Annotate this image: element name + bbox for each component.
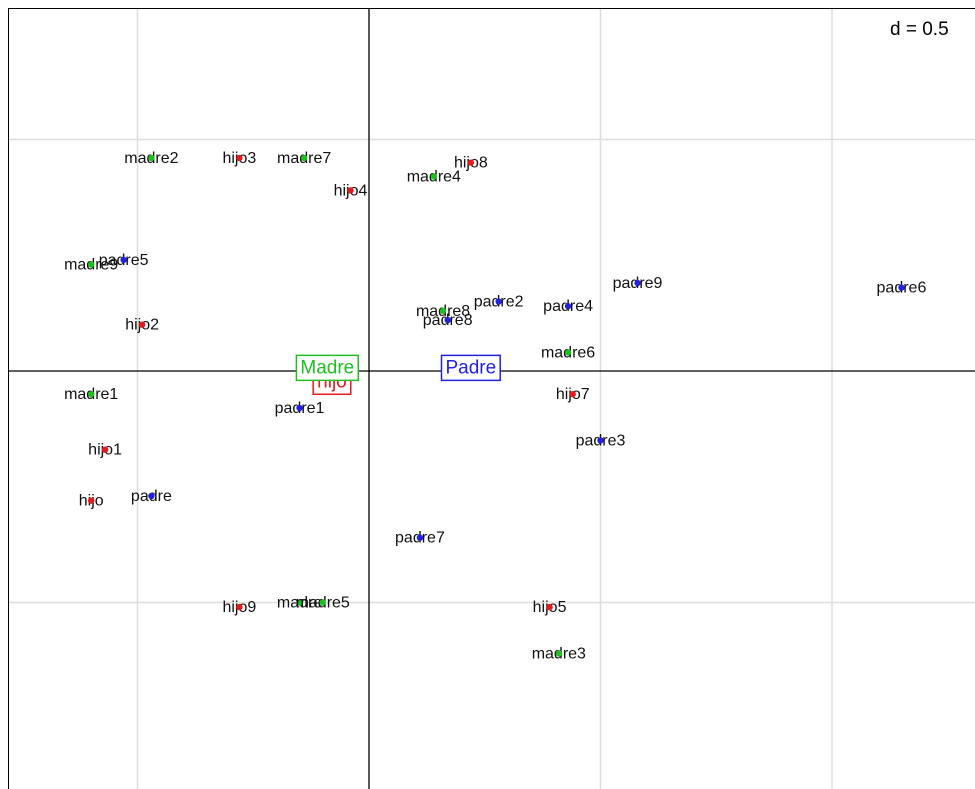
point-marker — [148, 492, 155, 500]
point-marker — [898, 284, 905, 291]
group-label-box — [295, 354, 360, 382]
point-marker — [120, 256, 127, 264]
grid-lines — [9, 9, 975, 789]
point-marker — [495, 298, 502, 305]
point-marker — [564, 349, 572, 356]
group-box-padre: Padre — [440, 354, 501, 382]
point-marker — [546, 603, 553, 611]
point-marker — [236, 603, 243, 611]
point-marker — [101, 446, 109, 453]
point-marker — [138, 321, 146, 328]
scale-label: d = 0.5 — [890, 19, 949, 40]
point-marker — [569, 390, 576, 398]
group-label: Madre — [300, 357, 354, 378]
group-label: Padre — [446, 357, 497, 378]
point-marker — [597, 437, 604, 444]
point-marker — [296, 599, 303, 606]
point-marker — [430, 173, 438, 180]
point-marker — [634, 279, 641, 287]
group-label-box — [440, 354, 501, 382]
point-marker — [439, 307, 447, 315]
point-marker — [467, 159, 475, 166]
point-marker — [88, 261, 95, 268]
point-marker — [555, 650, 563, 657]
axis-lines — [9, 9, 975, 789]
point-marker — [88, 497, 95, 504]
point-marker — [236, 154, 243, 162]
data-points: hijohijo1hijo2hijo3hijo4hijo5hijo7hijo8h… — [64, 150, 926, 662]
plot-frame — [8, 8, 975, 789]
point-marker — [300, 154, 308, 162]
point-marker — [347, 187, 354, 194]
point-marker — [416, 534, 424, 541]
point-marker — [564, 302, 572, 310]
point-marker — [319, 599, 326, 606]
point-marker — [444, 316, 451, 324]
point-marker — [296, 404, 303, 412]
point-marker — [148, 154, 155, 162]
group-box-madre: Madre — [295, 354, 360, 382]
point-marker — [88, 390, 95, 398]
